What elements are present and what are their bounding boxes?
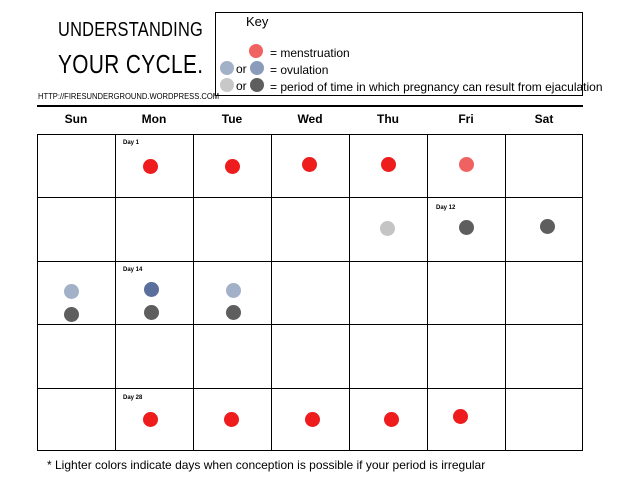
day-header-mon: Mon: [141, 112, 167, 126]
grid-row-line: [37, 197, 583, 198]
day-header-sat: Sat: [534, 112, 554, 126]
blog-url: HTTP://FIRESUNDERGROUND.WORDPRESS.COM: [38, 92, 220, 101]
fertile-key-dot: [250, 78, 264, 92]
grid-column-line: [349, 134, 350, 451]
ovulation-light-dot: [226, 283, 241, 298]
menstruation-dot: [381, 157, 396, 172]
title-line-2: YOUR CYCLE.: [58, 49, 204, 79]
day-header-tue: Tue: [221, 112, 243, 126]
grid-column-line: [427, 134, 428, 451]
fertile-dot: [226, 305, 241, 320]
grid-column-line: [271, 134, 272, 451]
day-28-label: Day 28: [123, 395, 143, 401]
day-12-label: Day 12: [436, 205, 456, 211]
grid-row-line: [37, 261, 583, 262]
fertile-dot: [144, 305, 159, 320]
header-rule: [37, 105, 583, 107]
day-header-sun: Sun: [64, 112, 88, 126]
key-or-1: or: [236, 62, 247, 76]
menstruation-light-dot: [459, 157, 474, 172]
day-header-wed: Wed: [297, 112, 323, 126]
grid-column-line: [115, 134, 116, 451]
menstruation-key-dot: [249, 44, 263, 58]
key-box: Key = menstruation or = ovulation or = p…: [215, 12, 603, 96]
menstruation-dot: [453, 409, 468, 424]
ovulation-key-dot: [250, 61, 264, 75]
fertile-light-key-dot: [220, 78, 234, 92]
fertile-dot: [459, 220, 474, 235]
day-1-label: Day 1: [123, 140, 140, 146]
menstruation-dot: [305, 412, 320, 427]
menstruation-dot: [143, 159, 158, 174]
ovulation-light-dot: [64, 284, 79, 299]
calendar-grid: [37, 134, 583, 451]
key-menstruation-label: = menstruation: [270, 46, 350, 60]
grid-row-line: [37, 324, 583, 325]
fertile-light-dot: [380, 221, 395, 236]
menstruation-dot: [225, 159, 240, 174]
menstruation-dot: [302, 157, 317, 172]
ovulation-dot: [144, 282, 159, 297]
key-title: Key: [246, 14, 269, 29]
ovulation-light-key-dot: [220, 61, 234, 75]
footnote: * Lighter colors indicate days when conc…: [47, 458, 486, 472]
fertile-dot: [540, 219, 555, 234]
day-header-fri: Fri: [458, 112, 474, 126]
grid-column-line: [193, 134, 194, 451]
menstruation-dot: [384, 412, 399, 427]
grid-row-line: [37, 388, 583, 389]
menstruation-dot: [224, 412, 239, 427]
menstruation-dot: [143, 412, 158, 427]
title-line-1: UNDERSTANDING: [58, 19, 204, 41]
key-or-2: or: [236, 79, 247, 93]
key-fertile-label: = period of time in which pregnancy can …: [270, 80, 603, 94]
day-14-label: Day 14: [123, 267, 143, 273]
fertile-dot: [64, 307, 79, 322]
day-header-thu: Thu: [377, 112, 399, 126]
grid-column-line: [505, 134, 506, 451]
key-ovulation-label: = ovulation: [270, 63, 329, 77]
